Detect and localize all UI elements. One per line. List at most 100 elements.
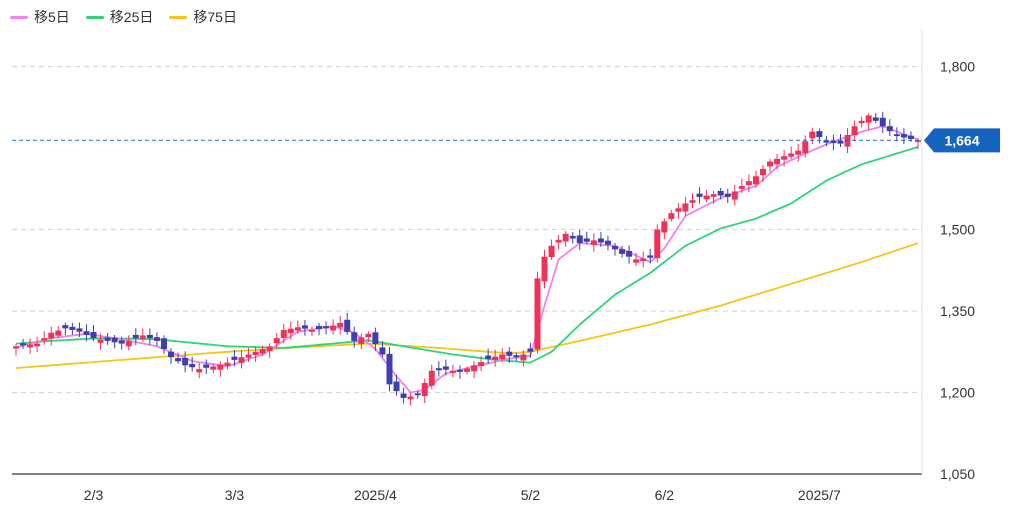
x-tick-label: 5/2 bbox=[521, 487, 541, 503]
legend-item-ma25[interactable]: 移25日 bbox=[85, 7, 154, 27]
candle-body bbox=[640, 258, 647, 262]
legend-swatch-ma75 bbox=[169, 15, 188, 19]
candle-body bbox=[344, 319, 351, 332]
candle-body bbox=[499, 354, 506, 360]
candle-body bbox=[513, 355, 520, 358]
candle-body bbox=[767, 161, 774, 167]
candle-body bbox=[485, 355, 492, 359]
candle-body bbox=[442, 366, 449, 370]
candle-body bbox=[97, 339, 104, 343]
candle-body bbox=[273, 338, 280, 344]
candle-body bbox=[506, 351, 513, 356]
candle-body bbox=[520, 354, 527, 361]
candle-body bbox=[146, 334, 153, 339]
candle-body bbox=[330, 325, 337, 331]
candle-body bbox=[809, 131, 816, 139]
current-price: 1,664 bbox=[12, 128, 1000, 153]
candle-body bbox=[907, 135, 914, 139]
legend-item-ma75[interactable]: 移75日 bbox=[169, 7, 237, 27]
candle-body bbox=[478, 362, 485, 367]
x-tick-label: 2025/4 bbox=[354, 487, 397, 503]
candle-body bbox=[675, 208, 682, 212]
candle-body bbox=[168, 351, 175, 358]
candle-body bbox=[301, 325, 308, 329]
candle-body bbox=[400, 393, 407, 398]
candle-body bbox=[802, 141, 809, 154]
candle-body bbox=[259, 349, 266, 354]
candle-body bbox=[456, 369, 463, 372]
y-tick-label: 1,200 bbox=[940, 385, 975, 401]
candle-body bbox=[759, 168, 766, 176]
candle-body bbox=[597, 238, 604, 243]
candle-body bbox=[365, 333, 372, 338]
candle-body bbox=[788, 153, 795, 157]
legend-label-ma75: 移75日 bbox=[193, 9, 237, 25]
candle-body bbox=[576, 235, 583, 244]
candle-body bbox=[287, 328, 294, 334]
candle-body bbox=[231, 356, 238, 360]
candle-body bbox=[492, 356, 499, 361]
candle-body bbox=[428, 370, 435, 386]
ma75-line bbox=[15, 242, 919, 369]
candle-body bbox=[203, 364, 210, 368]
candle-body bbox=[76, 328, 83, 332]
candle-body bbox=[238, 357, 245, 363]
candle-body bbox=[738, 186, 745, 189]
candle-body bbox=[865, 115, 872, 123]
candle-body bbox=[316, 325, 323, 330]
current-price-label: 1,664 bbox=[944, 132, 979, 148]
candlesticks bbox=[13, 111, 921, 406]
candle-body bbox=[464, 368, 470, 372]
ma25-line bbox=[15, 146, 919, 364]
candle-body bbox=[915, 140, 921, 143]
candle-body bbox=[34, 343, 41, 347]
moving-average-lines bbox=[15, 125, 919, 394]
candle-body bbox=[611, 246, 618, 250]
y-tick-label: 1,500 bbox=[940, 222, 975, 238]
candle-body bbox=[83, 331, 90, 335]
candle-body bbox=[654, 229, 661, 259]
candle-body bbox=[104, 337, 111, 341]
candle-body bbox=[153, 337, 160, 341]
candle-body bbox=[245, 354, 252, 358]
candle-body bbox=[583, 238, 590, 242]
legend-item-ma5[interactable]: 移5日 bbox=[10, 7, 70, 27]
candle-body bbox=[175, 358, 182, 362]
current-price-badge bbox=[924, 128, 1000, 153]
y-tick-label: 1,050 bbox=[940, 466, 975, 482]
candle-body bbox=[647, 255, 654, 258]
candle-body bbox=[703, 195, 710, 200]
candle-body bbox=[41, 338, 48, 341]
candle-body bbox=[351, 332, 358, 341]
candle-body bbox=[27, 344, 34, 348]
candle-body bbox=[668, 213, 675, 220]
axes: 1,800 1,500 1,350 1,200 1,050 2/3 3/3 2025/4 5/2… bbox=[12, 30, 975, 503]
candle-body bbox=[252, 351, 259, 356]
candle-body bbox=[527, 348, 534, 352]
candle-body bbox=[372, 332, 379, 345]
candle-body bbox=[689, 200, 696, 203]
candle-body bbox=[358, 337, 365, 344]
candle-body bbox=[90, 332, 97, 339]
candle-body bbox=[471, 365, 478, 372]
candle-body bbox=[118, 340, 125, 344]
candle-body bbox=[541, 256, 548, 282]
legend-label-ma25: 移25日 bbox=[109, 9, 154, 25]
candle-body bbox=[449, 370, 456, 373]
legend-swatch-ma25 bbox=[85, 15, 104, 19]
candle-body bbox=[858, 120, 865, 124]
candle-body bbox=[266, 346, 273, 352]
candle-body bbox=[745, 181, 752, 186]
candle-body bbox=[224, 362, 231, 366]
legend-swatch-ma5 bbox=[10, 15, 28, 19]
candle-body bbox=[900, 134, 907, 138]
candle-body bbox=[851, 126, 858, 136]
candle-body bbox=[717, 190, 724, 196]
candle-body bbox=[795, 150, 802, 155]
candle-body bbox=[111, 337, 118, 343]
candle-body bbox=[210, 366, 217, 370]
candle-body bbox=[125, 340, 132, 347]
candle-body bbox=[724, 193, 731, 197]
candle-body bbox=[731, 191, 738, 200]
